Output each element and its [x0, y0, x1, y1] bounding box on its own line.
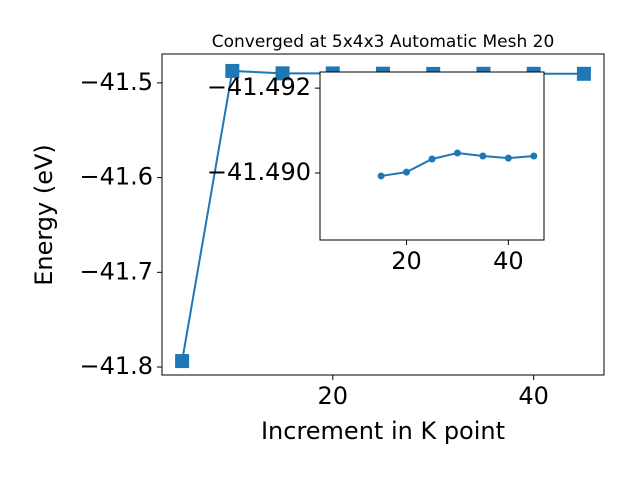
marker [453, 149, 461, 157]
marker [504, 154, 512, 162]
y-tick-label: −41.6 [79, 163, 153, 191]
y-tick-label: −41.7 [79, 257, 153, 285]
chart-title: Converged at 5x4x3 Automatic Mesh 20 [212, 32, 555, 52]
y-tick-label: −41.8 [79, 352, 153, 380]
y-tick-label: −41.492 [207, 73, 311, 101]
marker [428, 155, 436, 163]
x-axis-label: Increment in K point [261, 417, 505, 445]
y-tick-label: −41.5 [79, 68, 153, 96]
plot-content [377, 149, 538, 180]
x-tick-label: 20 [391, 247, 422, 275]
marker [530, 152, 538, 160]
y-axis-label: Energy (eV) [30, 144, 58, 286]
marker [175, 354, 190, 369]
marker [275, 66, 290, 81]
x-tick-label: 40 [518, 382, 549, 410]
x-tick-label: 20 [317, 382, 348, 410]
y-tick-label: −41.490 [207, 158, 311, 186]
marker [576, 66, 591, 81]
marker [403, 168, 411, 176]
x-tick-label: 40 [493, 247, 524, 275]
marker [377, 172, 385, 180]
marker [479, 152, 487, 160]
marker [225, 63, 240, 78]
